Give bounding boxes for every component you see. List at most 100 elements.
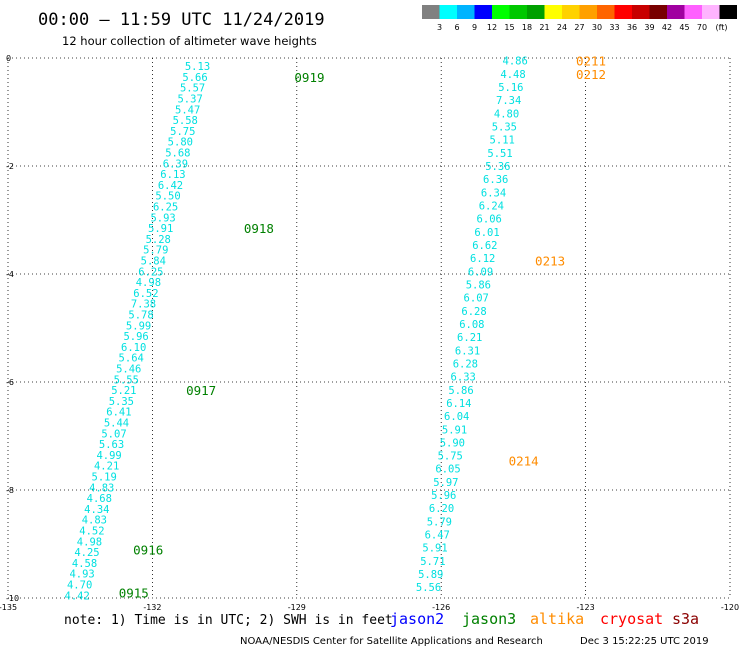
wave-height-value: 4.98 bbox=[136, 277, 161, 289]
wave-height-value: 4.34 bbox=[84, 504, 109, 516]
wave-height-value: 6.39 bbox=[163, 158, 188, 170]
colorbar-swatch bbox=[562, 5, 580, 19]
wave-height-value: 4.58 bbox=[72, 558, 97, 570]
wave-height-value: 5.37 bbox=[177, 94, 202, 106]
colorbar-swatch bbox=[422, 5, 440, 19]
wave-height-value: 6.06 bbox=[477, 214, 502, 226]
x-tick-label: -120 bbox=[721, 603, 739, 612]
colorbar-label: 6 bbox=[454, 23, 459, 32]
wave-height-value: 6.36 bbox=[483, 174, 508, 186]
wave-height-value: 4.42 bbox=[65, 590, 90, 602]
wave-height-value: 5.96 bbox=[123, 331, 148, 343]
wave-height-value: 6.05 bbox=[435, 464, 460, 476]
wave-height-value: 5.51 bbox=[487, 148, 512, 160]
satellite-cryosat: cryosat bbox=[600, 610, 663, 628]
wave-height-value: 4.83 bbox=[89, 482, 114, 494]
wave-height-value: 5.56 bbox=[416, 582, 441, 594]
pass-label: 0212 bbox=[576, 67, 606, 82]
wave-height-value: 6.07 bbox=[464, 293, 489, 305]
wave-height-value: 6.62 bbox=[472, 240, 497, 252]
wave-height-value: 4.98 bbox=[77, 536, 102, 548]
wave-height-value: 5.58 bbox=[173, 115, 198, 127]
colorbar-label: 15 bbox=[504, 23, 514, 32]
wave-height-value: 6.20 bbox=[429, 503, 454, 515]
satellite-jason2: jason2 bbox=[390, 610, 444, 628]
satellite-s3a: s3a bbox=[672, 610, 699, 628]
colorbar-label: 70 bbox=[697, 23, 707, 32]
colorbar-label: 18 bbox=[522, 23, 532, 32]
wave-height-value: 4.93 bbox=[69, 569, 94, 581]
colorbar-label: 33 bbox=[609, 23, 619, 32]
pass-label: 0213 bbox=[535, 254, 565, 269]
colorbar-swatch bbox=[457, 5, 475, 19]
wave-height-value: 5.80 bbox=[168, 137, 193, 149]
wave-height-value: 7.38 bbox=[131, 299, 156, 311]
wave-height-value: 6.09 bbox=[468, 266, 493, 278]
colorbar-label: 30 bbox=[592, 23, 602, 32]
wave-height-value: 6.25 bbox=[138, 266, 163, 278]
x-tick-label: -126 bbox=[432, 603, 450, 612]
wave-height-value: 5.91 bbox=[422, 543, 447, 555]
wave-height-value: 4.86 bbox=[503, 56, 528, 68]
wave-height-value: 5.35 bbox=[492, 122, 517, 134]
longitude-axis: -135 -132 -129 -126 -123 -120 bbox=[0, 603, 739, 612]
wave-height-value: 6.33 bbox=[451, 372, 476, 384]
colorbar-swatch bbox=[509, 5, 527, 19]
wave-height-value: 5.16 bbox=[498, 82, 523, 94]
wave-height-value: 6.52 bbox=[133, 288, 158, 300]
wave-height-value: 6.12 bbox=[470, 253, 495, 265]
wave-height-value: 5.11 bbox=[490, 135, 515, 147]
wave-height-value: 5.63 bbox=[99, 439, 124, 451]
x-tick-label: -123 bbox=[577, 603, 595, 612]
colorbar-swatch bbox=[614, 5, 632, 19]
wave-height-value: 5.35 bbox=[109, 396, 134, 408]
wave-height-value: 6.31 bbox=[455, 345, 480, 357]
pass-label: 0214 bbox=[509, 453, 539, 468]
wave-height-value: 5.79 bbox=[143, 245, 168, 257]
wave-height-value: 6.28 bbox=[453, 358, 478, 370]
footer-note: note: 1) Time is in UTC; 2) SWH is in fe… bbox=[64, 613, 393, 628]
wave-height-value: 6.14 bbox=[446, 398, 471, 410]
wave-height-value: 5.86 bbox=[466, 279, 491, 291]
wave-height-colorbar: 3 6 9 12 15 18 21 24 27 30 33 36 39 42 45 70 (ft) bbox=[422, 5, 737, 32]
wave-height-value: 4.68 bbox=[87, 493, 112, 505]
pass-label: 0916 bbox=[133, 542, 163, 557]
wave-tracks: 5.135.665.575.375.475.585.755.805.686.39… bbox=[65, 56, 528, 603]
colorbar-swatch bbox=[597, 5, 615, 19]
page-subtitle: 12 hour collection of altimeter wave hei… bbox=[62, 34, 317, 48]
pass-label: 0211 bbox=[576, 54, 606, 69]
colorbar-label: 45 bbox=[679, 23, 689, 32]
timestamp-text: Dec 3 15:22:25 UTC 2019 bbox=[580, 636, 709, 647]
wave-height-value: 4.83 bbox=[82, 515, 107, 527]
wave-height-value: 5.99 bbox=[126, 320, 151, 332]
wave-height-value: 5.96 bbox=[431, 490, 456, 502]
colorbar-label: 39 bbox=[644, 23, 654, 32]
colorbar-swatch bbox=[702, 5, 720, 19]
wave-height-value: 5.13 bbox=[185, 61, 210, 73]
colorbar-swatch bbox=[579, 5, 597, 19]
pass-label: 0919 bbox=[294, 70, 324, 85]
y-tick-label: -4 bbox=[6, 270, 14, 279]
wave-height-value: 6.28 bbox=[461, 306, 486, 318]
wave-height-value: 7.34 bbox=[496, 95, 521, 107]
wave-height-value: 5.75 bbox=[438, 451, 463, 463]
wave-height-value: 4.80 bbox=[494, 108, 519, 120]
wave-height-value: 6.42 bbox=[158, 180, 183, 192]
wave-height-value: 5.64 bbox=[119, 353, 144, 365]
colorbar-swatch bbox=[492, 5, 510, 19]
satellite-legend: jason2 jason3 altika cryosat s3a bbox=[390, 610, 699, 628]
pass-label: 0915 bbox=[119, 586, 149, 601]
wave-height-value: 5.19 bbox=[92, 472, 117, 484]
wave-height-value: 5.75 bbox=[170, 126, 195, 138]
y-tick-label: -10 bbox=[6, 594, 19, 603]
colorbar-label: (ft) bbox=[715, 23, 727, 32]
wave-height-value: 5.93 bbox=[150, 212, 175, 224]
page-title: 00:00 – 11:59 UTC 11/24/2019 bbox=[38, 10, 325, 30]
wave-height-value: 5.90 bbox=[440, 437, 465, 449]
colorbar-swatch bbox=[649, 5, 667, 19]
pass-label: 0918 bbox=[244, 221, 274, 236]
wave-height-value: 5.97 bbox=[433, 477, 458, 489]
wave-height-value: 5.79 bbox=[427, 516, 452, 528]
